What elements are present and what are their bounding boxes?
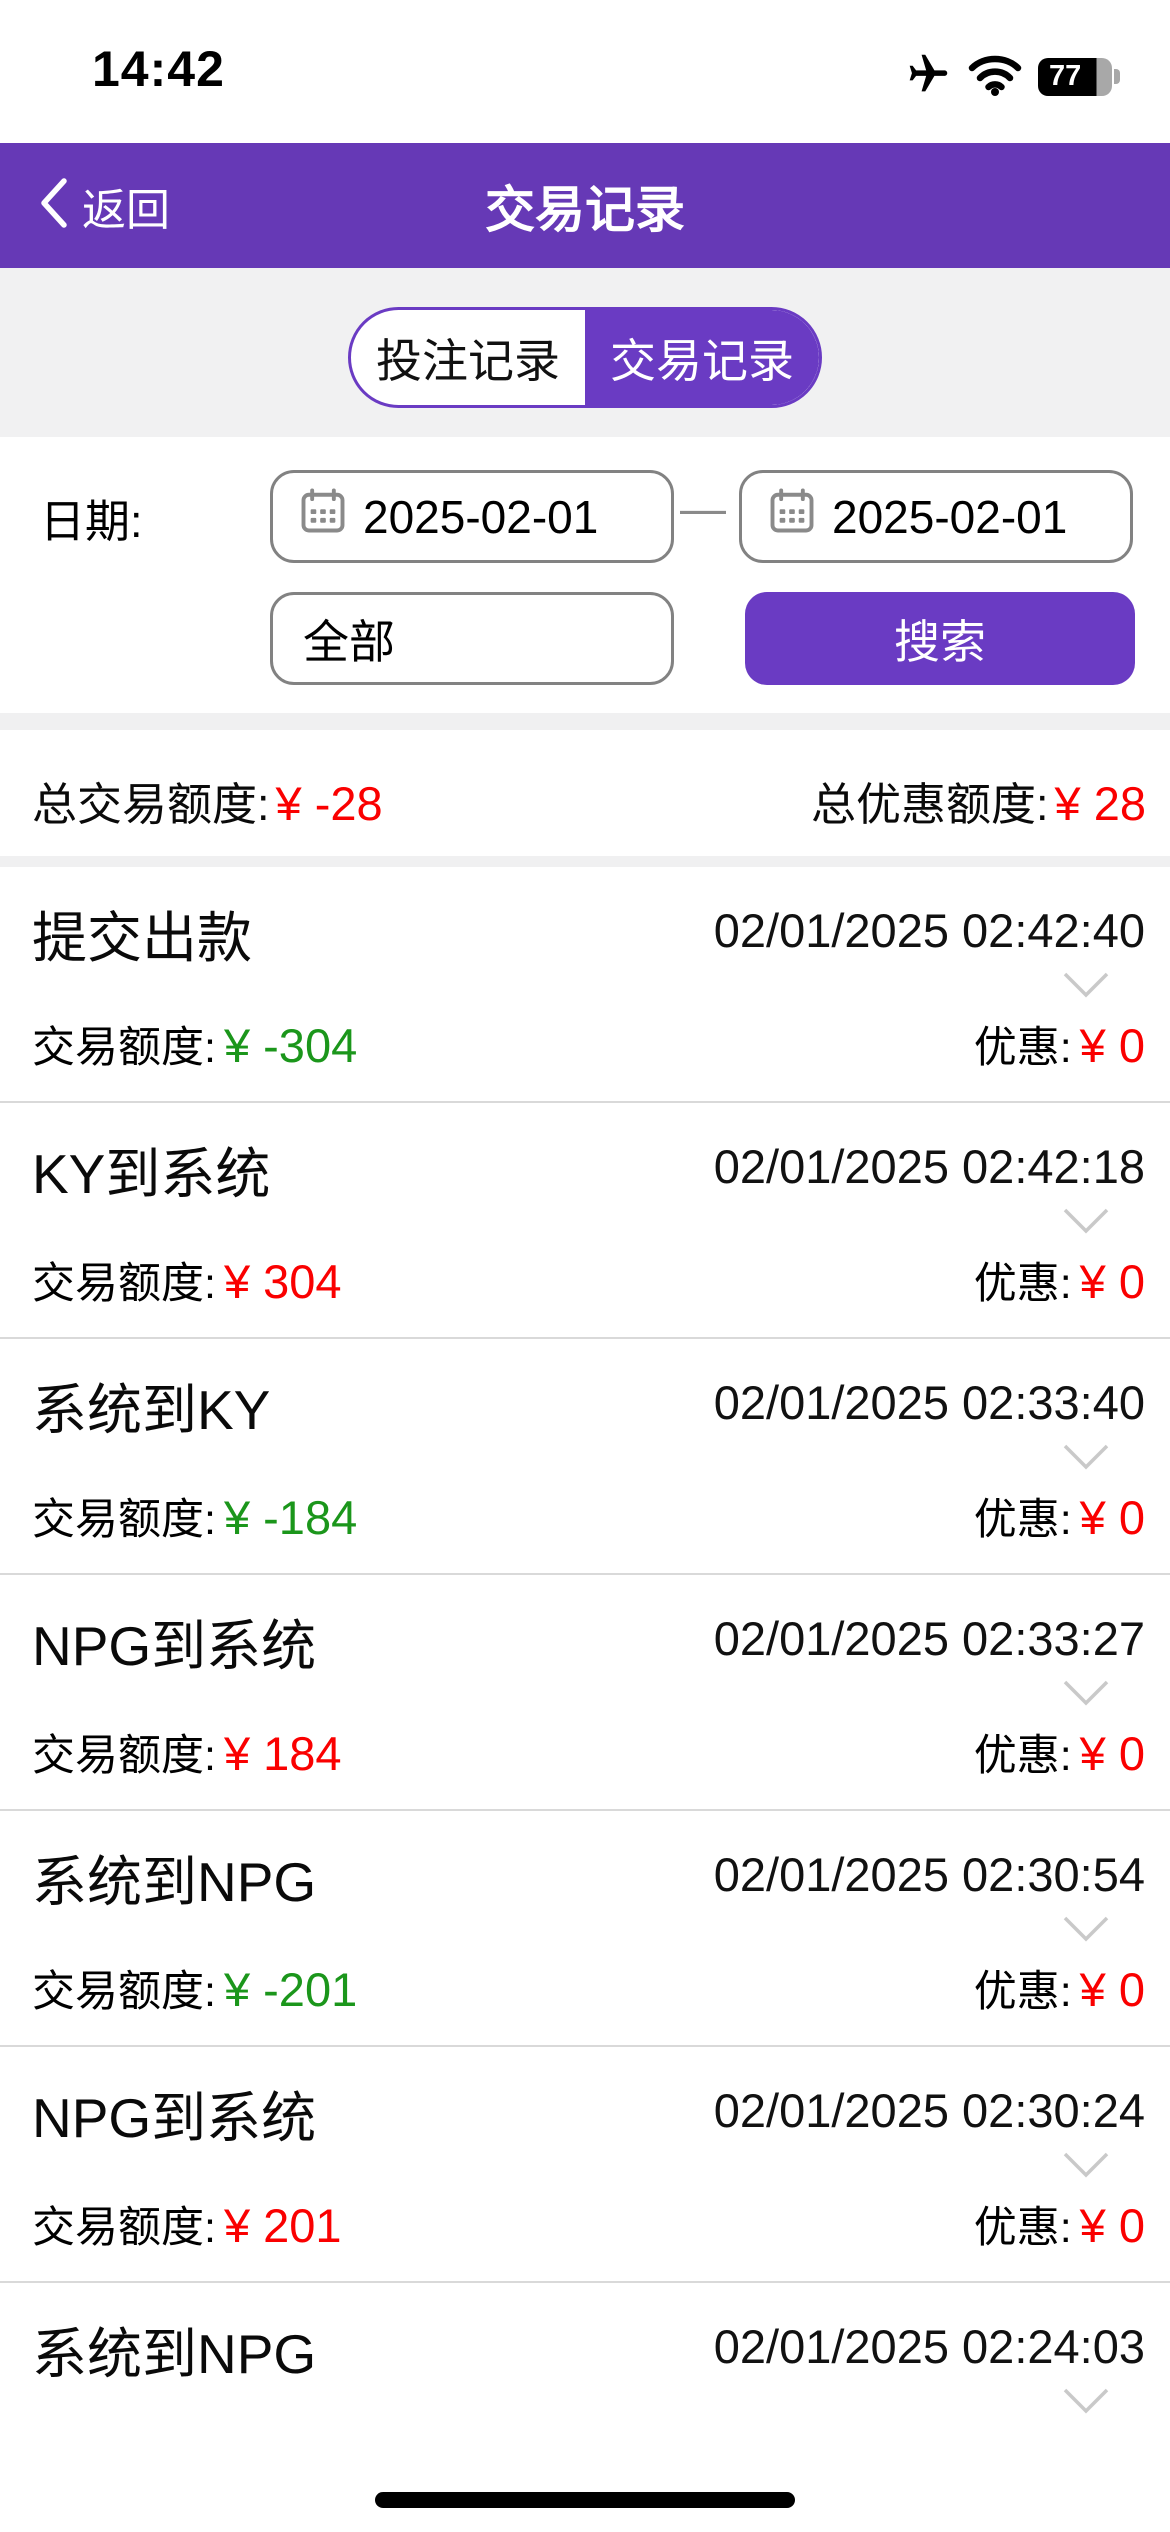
type-select[interactable]: 全部 xyxy=(270,592,674,685)
transaction-row[interactable]: 系统到KY 02/01/2025 02:33:40 交易额度: ¥ -184 优惠… xyxy=(0,1339,1170,1575)
section-divider xyxy=(0,856,1170,867)
total-trade-value: ¥ -28 xyxy=(275,777,383,830)
date-to-value: 2025-02-01 xyxy=(832,490,1068,543)
chevron-down-icon[interactable] xyxy=(1062,1679,1110,1712)
transaction-row[interactable]: 系统到NPG 02/01/2025 02:24:03 xyxy=(0,2283,1170,2519)
transaction-title: NPG到系统 xyxy=(32,1615,317,1677)
date-from-input[interactable]: 2025-02-01 xyxy=(270,470,674,563)
transaction-title: 系统到KY xyxy=(32,1379,271,1441)
transaction-amounts: 交易额度: ¥ 201 优惠: ¥ 0 xyxy=(32,2193,1145,2255)
chevron-down-icon[interactable] xyxy=(1062,971,1110,1004)
back-label: 返回 xyxy=(82,185,170,235)
battery-percent: 77 xyxy=(1049,60,1082,92)
transaction-time: 02/01/2025 02:30:24 xyxy=(713,2084,1145,2137)
amount-value: ¥ 304 xyxy=(223,1255,342,1308)
transaction-title: KY到系统 xyxy=(32,1143,271,1205)
transaction-amounts: 交易额度: ¥ -201 优惠: ¥ 0 xyxy=(32,1957,1145,2019)
tabs-section: 投注记录 交易记录 xyxy=(0,268,1170,437)
total-trade-amount: 总交易额度: ¥ -28 xyxy=(32,768,383,833)
transaction-title: 系统到NPG xyxy=(32,1851,317,1913)
status-time: 14:42 xyxy=(92,41,225,97)
amount-label: 交易额度: xyxy=(32,1260,216,1308)
section-divider xyxy=(0,713,1170,730)
bonus-label: 优惠: xyxy=(973,1968,1072,2016)
date-label: 日期: xyxy=(40,496,143,547)
transaction-amounts: 交易额度: ¥ -184 优惠: ¥ 0 xyxy=(32,1485,1145,1547)
chevron-down-icon[interactable] xyxy=(1062,1207,1110,1240)
total-bonus-amount: 总优惠额度: ¥ 28 xyxy=(811,768,1146,833)
transaction-time: 02/01/2025 02:42:40 xyxy=(713,904,1145,957)
status-bar: 14:42 77 xyxy=(0,0,1170,143)
back-chevron-icon xyxy=(38,177,68,234)
filter-section: 日期: 2025-02-01 — xyxy=(0,437,1170,713)
date-range-dash: — xyxy=(680,482,726,534)
wifi-icon xyxy=(968,52,1022,101)
transaction-row[interactable]: NPG到系统 02/01/2025 02:33:27 交易额度: ¥ 184 优惠… xyxy=(0,1575,1170,1811)
calendar-icon xyxy=(766,485,818,548)
bonus-value: ¥ 0 xyxy=(1079,2199,1145,2252)
page-title: 交易记录 xyxy=(485,181,685,238)
transaction-row[interactable]: NPG到系统 02/01/2025 02:30:24 交易额度: ¥ 201 优惠… xyxy=(0,2047,1170,2283)
transaction-title: NPG到系统 xyxy=(32,2087,317,2149)
transaction-time: 02/01/2025 02:33:27 xyxy=(713,1612,1145,1665)
transaction-time: 02/01/2025 02:24:03 xyxy=(713,2320,1145,2373)
chevron-down-icon[interactable] xyxy=(1062,2151,1110,2184)
navbar: 返回 交易记录 xyxy=(0,143,1170,268)
amount-value: ¥ -201 xyxy=(223,1963,358,2016)
chevron-down-icon[interactable] xyxy=(1062,1915,1110,1948)
bonus-label: 优惠: xyxy=(973,2204,1072,2252)
bonus-value: ¥ 0 xyxy=(1079,1491,1145,1544)
bonus-label: 优惠: xyxy=(973,1024,1072,1072)
airplane-mode-icon xyxy=(904,52,952,101)
amount-label: 交易额度: xyxy=(32,1732,216,1780)
back-button[interactable]: 返回 xyxy=(38,143,170,268)
tab-transaction-records[interactable]: 交易记录 xyxy=(585,310,819,405)
tab-bet-records[interactable]: 投注记录 xyxy=(376,334,560,387)
amount-value: ¥ 201 xyxy=(223,2199,342,2252)
transaction-row[interactable]: 系统到NPG 02/01/2025 02:30:54 交易额度: ¥ -201 优… xyxy=(0,1811,1170,2047)
amount-value: ¥ 184 xyxy=(223,1727,342,1780)
transaction-amounts: 交易额度: ¥ -304 优惠: ¥ 0 xyxy=(32,1013,1145,1075)
summary-bar: 总交易额度: ¥ -28 总优惠额度: ¥ 28 xyxy=(0,730,1170,856)
search-button[interactable]: 搜索 xyxy=(745,592,1135,685)
transaction-row[interactable]: KY到系统 02/01/2025 02:42:18 交易额度: ¥ 304 优惠:… xyxy=(0,1103,1170,1339)
total-bonus-value: ¥ 28 xyxy=(1054,777,1146,830)
amount-label: 交易额度: xyxy=(32,1968,216,2016)
transaction-title: 提交出款 xyxy=(32,907,253,969)
home-indicator[interactable] xyxy=(375,2492,795,2508)
date-from-value: 2025-02-01 xyxy=(363,490,599,543)
bonus-label: 优惠: xyxy=(973,1732,1072,1780)
calendar-icon xyxy=(297,485,349,548)
amount-label: 交易额度: xyxy=(32,1496,216,1544)
bonus-value: ¥ 0 xyxy=(1079,1255,1145,1308)
bonus-label: 优惠: xyxy=(973,1496,1072,1544)
amount-label: 交易额度: xyxy=(32,1024,216,1072)
chevron-down-icon[interactable] xyxy=(1062,2387,1110,2420)
transaction-time: 02/01/2025 02:33:40 xyxy=(713,1376,1145,1429)
chevron-down-icon[interactable] xyxy=(1062,1443,1110,1476)
battery-nub xyxy=(1114,69,1120,84)
bonus-value: ¥ 0 xyxy=(1079,1963,1145,2016)
transaction-amounts: 交易额度: ¥ 184 优惠: ¥ 0 xyxy=(32,1721,1145,1783)
transaction-row[interactable]: 提交出款 02/01/2025 02:42:40 交易额度: ¥ -304 优惠:… xyxy=(0,867,1170,1103)
date-to-input[interactable]: 2025-02-01 xyxy=(739,470,1133,563)
amount-value: ¥ -304 xyxy=(223,1019,358,1072)
total-trade-label: 总交易额度: xyxy=(32,779,270,830)
record-type-segmented-control: 投注记录 交易记录 xyxy=(348,307,822,408)
battery-icon: 77 xyxy=(1038,57,1120,96)
transaction-time: 02/01/2025 02:30:54 xyxy=(713,1848,1145,1901)
type-select-value: 全部 xyxy=(303,615,395,668)
bonus-value: ¥ 0 xyxy=(1079,1727,1145,1780)
total-bonus-label: 总优惠额度: xyxy=(811,779,1049,830)
transaction-time: 02/01/2025 02:42:18 xyxy=(713,1140,1145,1193)
status-icons: 77 xyxy=(904,52,1120,101)
amount-value: ¥ -184 xyxy=(223,1491,358,1544)
bonus-label: 优惠: xyxy=(973,1260,1072,1308)
transaction-amounts: 交易额度: ¥ 304 优惠: ¥ 0 xyxy=(32,1249,1145,1311)
bonus-value: ¥ 0 xyxy=(1079,1019,1145,1072)
amount-label: 交易额度: xyxy=(32,2204,216,2252)
transaction-list: 提交出款 02/01/2025 02:42:40 交易额度: ¥ -304 优惠:… xyxy=(0,867,1170,2532)
transaction-title: 系统到NPG xyxy=(32,2323,317,2385)
